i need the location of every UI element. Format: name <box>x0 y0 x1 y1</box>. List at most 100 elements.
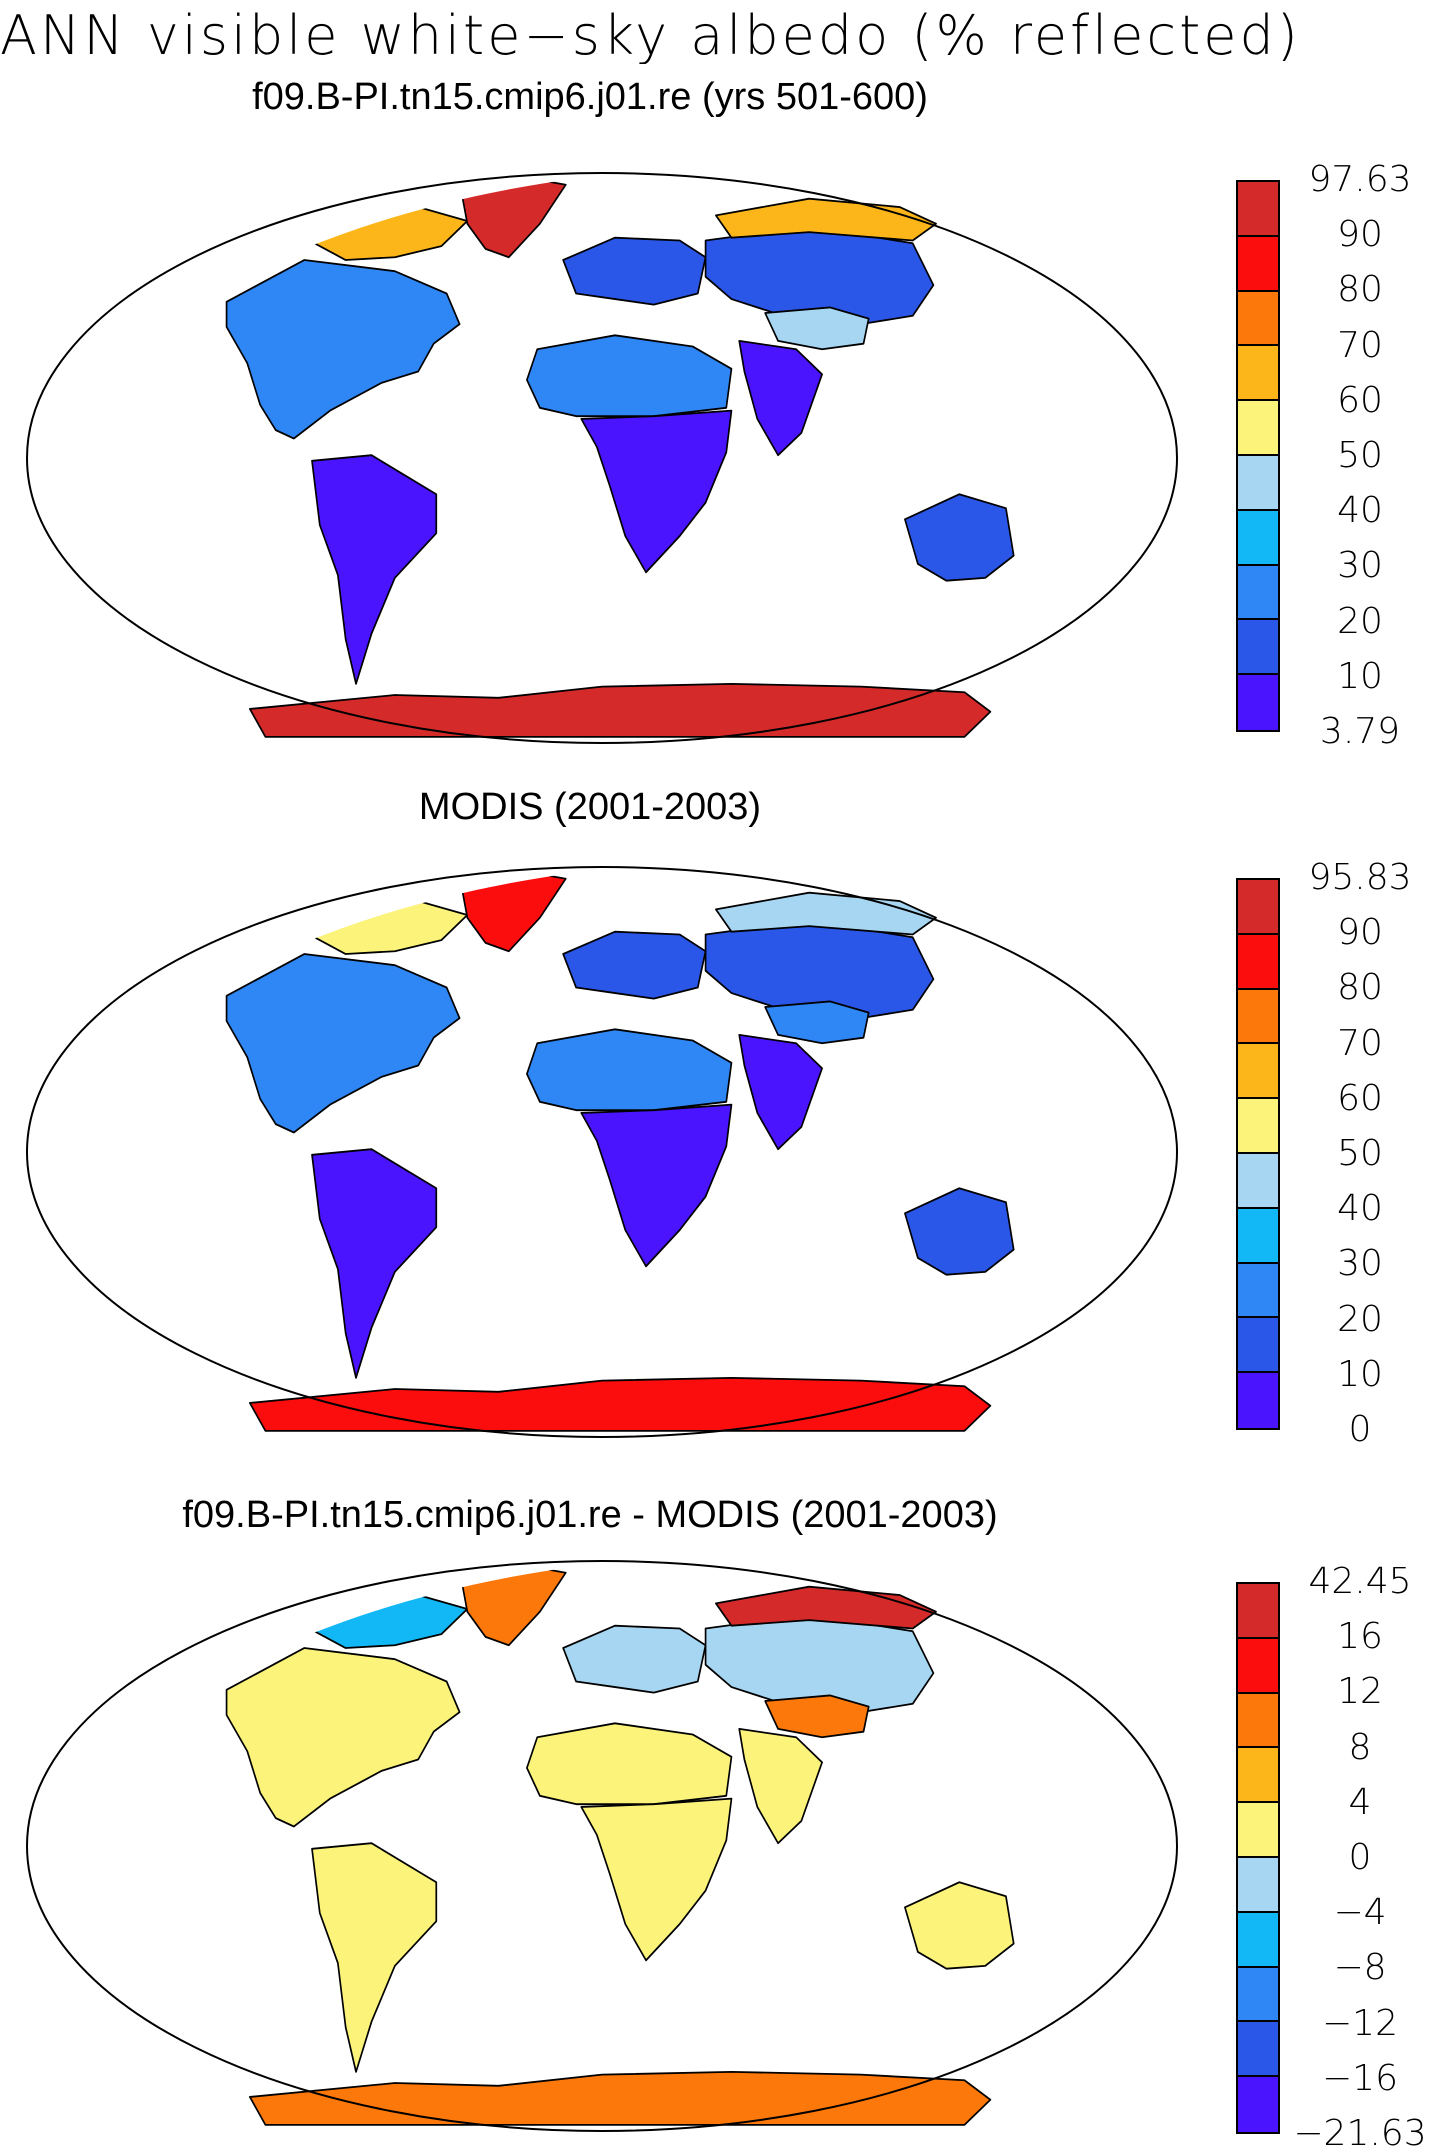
panel-1-colorbar <box>1236 180 1280 732</box>
colorbar-swatch <box>1238 620 1278 676</box>
colorbar-label: 42.45 <box>1308 1561 1412 1602</box>
land-sahara <box>526 1722 733 1806</box>
colorbar-label: 40 <box>1337 490 1383 532</box>
colorbar-label: 50 <box>1337 435 1383 476</box>
panel-3-title: f09.B-PI.tn15.cmip6.j01.re - MODIS (2001… <box>182 1494 998 1536</box>
land-north-america <box>225 1647 461 1828</box>
panel-1-title: f09.B-PI.tn15.cmip6.j01.re (yrs 501-600) <box>252 76 928 118</box>
colorbar-swatch <box>1238 455 1278 511</box>
colorbar-swatch <box>1238 1153 1278 1209</box>
colorbar-label: 0 <box>1348 1409 1372 1450</box>
colorbar-label: 12 <box>1337 1671 1383 1713</box>
map-projection-outline <box>26 1560 1178 2132</box>
colorbar-label: −16 <box>1322 2057 1398 2099</box>
land-sahara <box>526 1028 733 1112</box>
colorbar-label: 3.79 <box>1319 711 1401 752</box>
colorbar-swatch <box>1238 1099 1278 1154</box>
colorbar-label: 80 <box>1337 967 1383 1009</box>
colorbar-label: 70 <box>1337 1022 1383 1064</box>
colorbar-label: 4 <box>1348 1781 1372 1823</box>
colorbar-swatch <box>1238 1693 1278 1749</box>
colorbar-label: −4 <box>1333 1892 1387 1934</box>
colorbar-swatch <box>1238 1967 1278 2023</box>
colorbar-label: −8 <box>1333 1947 1387 1989</box>
land-tibet <box>764 1694 870 1739</box>
panel-3-colorbar <box>1236 1582 1280 2134</box>
colorbar-swatch <box>1238 346 1278 402</box>
land-south-america <box>311 1842 438 2073</box>
panel-2-title: MODIS (2001-2003) <box>418 786 762 828</box>
colorbar-label: 8 <box>1348 1726 1372 1768</box>
colorbar-label: 80 <box>1337 269 1383 311</box>
colorbar-swatch <box>1238 1638 1278 1694</box>
colorbar-swatch <box>1238 1373 1278 1428</box>
land-south-america <box>311 1148 438 1379</box>
colorbar-label: 90 <box>1337 214 1383 256</box>
colorbar-label: 60 <box>1337 379 1383 421</box>
colorbar-label: 10 <box>1337 655 1383 697</box>
colorbar-label: 60 <box>1337 1077 1383 1119</box>
colorbar-swatch <box>1238 565 1278 621</box>
colorbar-label: 40 <box>1337 1188 1383 1230</box>
colorbar-swatch <box>1238 291 1278 347</box>
colorbar-swatch <box>1238 1912 1278 1968</box>
colorbar-swatch <box>1238 1318 1278 1374</box>
land-africa-south <box>580 1103 733 1268</box>
figure-title: ANN visible white−sky albedo (% reflecte… <box>0 4 1301 64</box>
land-australia <box>904 1881 1015 1970</box>
colorbar-label: 97.63 <box>1308 159 1412 200</box>
colorbar-swatch <box>1238 1803 1278 1858</box>
land-tibet <box>764 1000 870 1045</box>
colorbar-swatch <box>1238 934 1278 990</box>
land-south-asia <box>738 1033 823 1151</box>
panel-1-map <box>26 172 1178 744</box>
colorbar-swatch <box>1238 1208 1278 1264</box>
land-africa-south <box>580 409 733 574</box>
colorbar-label: 95.83 <box>1308 857 1412 898</box>
land-australia <box>904 1187 1015 1276</box>
colorbar-label: −12 <box>1322 2002 1398 2044</box>
colorbar-swatch <box>1238 1748 1278 1804</box>
panel-2-colorbar <box>1236 878 1280 1430</box>
colorbar-swatch <box>1238 236 1278 292</box>
colorbar-label: 30 <box>1337 545 1383 587</box>
colorbar-swatch <box>1238 1584 1278 1639</box>
panel-2-map <box>26 866 1178 1438</box>
colorbar-swatch <box>1238 2022 1278 2078</box>
land-north-america <box>225 259 461 440</box>
land-australia <box>904 493 1015 582</box>
land-south-asia <box>738 1727 823 1845</box>
land-south-america <box>311 454 438 685</box>
colorbar-swatch <box>1238 1044 1278 1100</box>
colorbar-swatch <box>1238 675 1278 730</box>
colorbar-swatch <box>1238 2077 1278 2132</box>
land-north-america <box>225 953 461 1134</box>
land-europe <box>562 236 707 306</box>
map-projection-outline <box>26 172 1178 744</box>
land-africa-south <box>580 1797 733 1962</box>
land-europe <box>562 930 707 1000</box>
colorbar-swatch <box>1238 510 1278 566</box>
colorbar-label: 30 <box>1337 1243 1383 1285</box>
colorbar-label: 50 <box>1337 1133 1383 1174</box>
colorbar-swatch <box>1238 182 1278 237</box>
land-tibet <box>764 306 870 351</box>
colorbar-label: −21.63 <box>1293 2113 1427 2154</box>
colorbar-label: 0 <box>1348 1837 1372 1878</box>
colorbar-label: 20 <box>1337 1298 1383 1340</box>
panel-3-map <box>26 1560 1178 2132</box>
colorbar-swatch <box>1238 880 1278 935</box>
colorbar-label: 10 <box>1337 1353 1383 1395</box>
colorbar-label: 16 <box>1337 1616 1383 1658</box>
land-south-asia <box>738 339 823 457</box>
colorbar-label: 70 <box>1337 324 1383 366</box>
land-europe <box>562 1624 707 1694</box>
colorbar-swatch <box>1238 401 1278 456</box>
colorbar-swatch <box>1238 1857 1278 1913</box>
colorbar-swatch <box>1238 989 1278 1045</box>
colorbar-swatch <box>1238 1263 1278 1319</box>
colorbar-label: 20 <box>1337 600 1383 642</box>
land-sahara <box>526 334 733 418</box>
colorbar-label: 90 <box>1337 912 1383 954</box>
map-projection-outline <box>26 866 1178 1438</box>
